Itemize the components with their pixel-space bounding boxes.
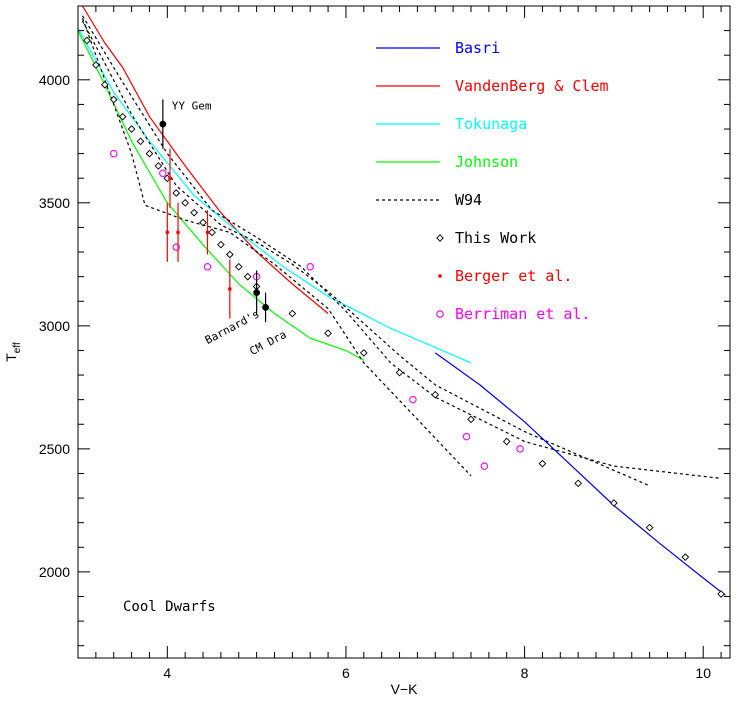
this-work-point [172,189,181,197]
x-axis-label: V−K [391,681,419,697]
this-work-point [199,218,207,227]
this-work-point [395,368,404,377]
y-axis-label: Teff [3,342,23,362]
legend-tokunaga-label: Tokunaga [455,115,527,133]
this-work-point [717,590,725,598]
berger-point [165,230,170,235]
legend-berger-et-al-swatch [438,274,442,278]
this-work-point [127,125,136,133]
berger-point [205,230,210,235]
panel-label: Cool Dwarfs [123,599,216,615]
berriman-point [306,263,314,271]
plot-frame [77,5,731,659]
x-tick-label: 8 [521,665,529,681]
axis-ticks: 4 6 8 10 2000 2500 3000 3500 4000 [39,6,730,681]
this-work-point [100,80,109,89]
series-line-vandenberg-clem [81,6,329,314]
y-tick-label: 2000 [39,564,70,580]
this-work-point [217,240,225,249]
this-work-point [324,329,332,338]
x-tick-label: 4 [163,665,171,681]
y-axis-label-main: T [3,353,19,362]
filled-point [159,120,167,128]
this-work-point [136,137,145,146]
series-line-w94-b [81,15,722,479]
filled-point [253,289,261,297]
this-work-point [538,459,547,468]
this-work-point [83,36,91,45]
berger-point [176,230,180,235]
this-work-point [92,61,100,69]
y-tick-label: 3000 [39,318,70,334]
y-axis-label-sub: eff [12,342,23,353]
legend-w94-label: W94 [455,191,482,209]
this-work-point [234,262,243,271]
this-work-point [118,112,127,121]
y-tick-label: 3500 [39,195,70,211]
legend-berriman-et-al-label: Berriman et al. [455,305,590,323]
y-tick-label: 2500 [39,441,70,457]
legend-vandenberg-clem-label: VandenBerg & Clem [455,77,609,95]
legend-basri-label: Basri [455,39,500,57]
this-work-point [225,250,234,259]
this-work-point [467,415,475,424]
this-work-point [645,523,654,532]
series-line-basri [434,352,726,596]
berriman-point [516,445,524,453]
berriman-point [172,243,180,251]
berriman-point [203,263,212,271]
annotation: YY Gem [172,99,212,112]
series-line-w94-a [81,18,472,477]
this-work-point [145,149,154,158]
this-work-point [109,95,118,104]
berriman-point [109,149,118,158]
this-work-point [359,349,368,357]
annotation: CM Dra [247,328,288,358]
berriman-point [409,395,417,404]
x-tick-label: 10 [695,665,711,681]
this-work-point [190,208,198,217]
this-work-point [431,390,440,399]
annotation: Barnard's [203,307,262,346]
this-work-point [208,228,216,237]
this-work-point [610,499,618,507]
plot-content [78,6,726,598]
legend-this-work-swatch [436,234,444,242]
svg-text:Teff: Teff [3,342,23,362]
x-tick-label: 6 [342,665,350,681]
berriman-point [159,169,167,178]
filled-point [262,303,269,311]
this-work-point [243,272,252,281]
this-work-point [288,309,297,318]
legend-berger-et-al-label: Berger et al. [455,267,572,285]
this-work-point [574,479,583,488]
y-tick-label: 4000 [39,72,70,88]
berriman-point [480,462,489,470]
berriman-point [462,432,471,441]
legend-berriman-et-al-swatch [436,310,444,318]
legend-johnson-label: Johnson [455,153,518,171]
legend-this-work-label: This Work [455,229,536,247]
series-line-johnson [78,30,365,361]
this-work-point [502,437,511,446]
berger-point [168,176,172,181]
plot-area [78,6,726,598]
legend: Basri VandenBerg & Clem Tokunaga Johnson W94… [376,39,609,323]
series-line-tokunaga [78,27,472,364]
this-work-point [181,198,190,207]
series-line-w94-c [81,20,650,487]
berger-point [228,287,232,291]
this-work-point [681,553,690,561]
this-work-point [154,162,163,170]
